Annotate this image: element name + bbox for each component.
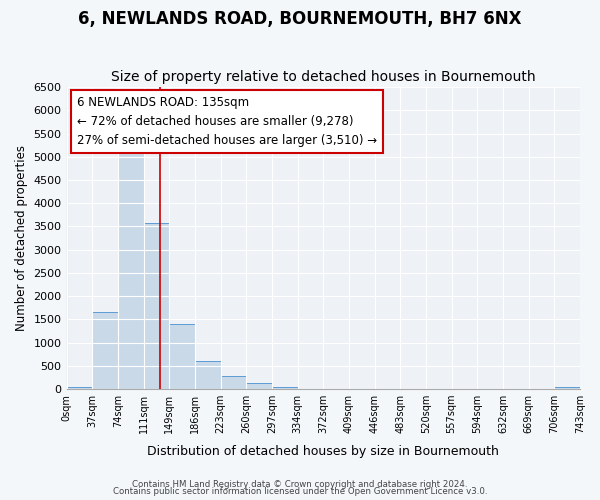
Bar	[67, 386, 92, 389]
Bar	[246, 382, 272, 389]
Text: Contains public sector information licensed under the Open Government Licence v3: Contains public sector information licen…	[113, 487, 487, 496]
Bar	[195, 360, 221, 389]
Text: 6 NEWLANDS ROAD: 135sqm
← 72% of detached houses are smaller (9,278)
27% of semi: 6 NEWLANDS ROAD: 135sqm ← 72% of detache…	[77, 96, 377, 147]
Bar	[169, 324, 195, 389]
Bar	[272, 386, 298, 389]
X-axis label: Distribution of detached houses by size in Bournemouth: Distribution of detached houses by size …	[148, 444, 499, 458]
Bar	[143, 222, 169, 389]
Bar	[92, 312, 118, 389]
Y-axis label: Number of detached properties: Number of detached properties	[15, 145, 28, 331]
Bar	[554, 386, 580, 389]
Title: Size of property relative to detached houses in Bournemouth: Size of property relative to detached ho…	[111, 70, 536, 85]
Text: 6, NEWLANDS ROAD, BOURNEMOUTH, BH7 6NX: 6, NEWLANDS ROAD, BOURNEMOUTH, BH7 6NX	[78, 10, 522, 28]
Bar	[221, 376, 246, 389]
Bar	[118, 154, 143, 389]
Text: Contains HM Land Registry data © Crown copyright and database right 2024.: Contains HM Land Registry data © Crown c…	[132, 480, 468, 489]
